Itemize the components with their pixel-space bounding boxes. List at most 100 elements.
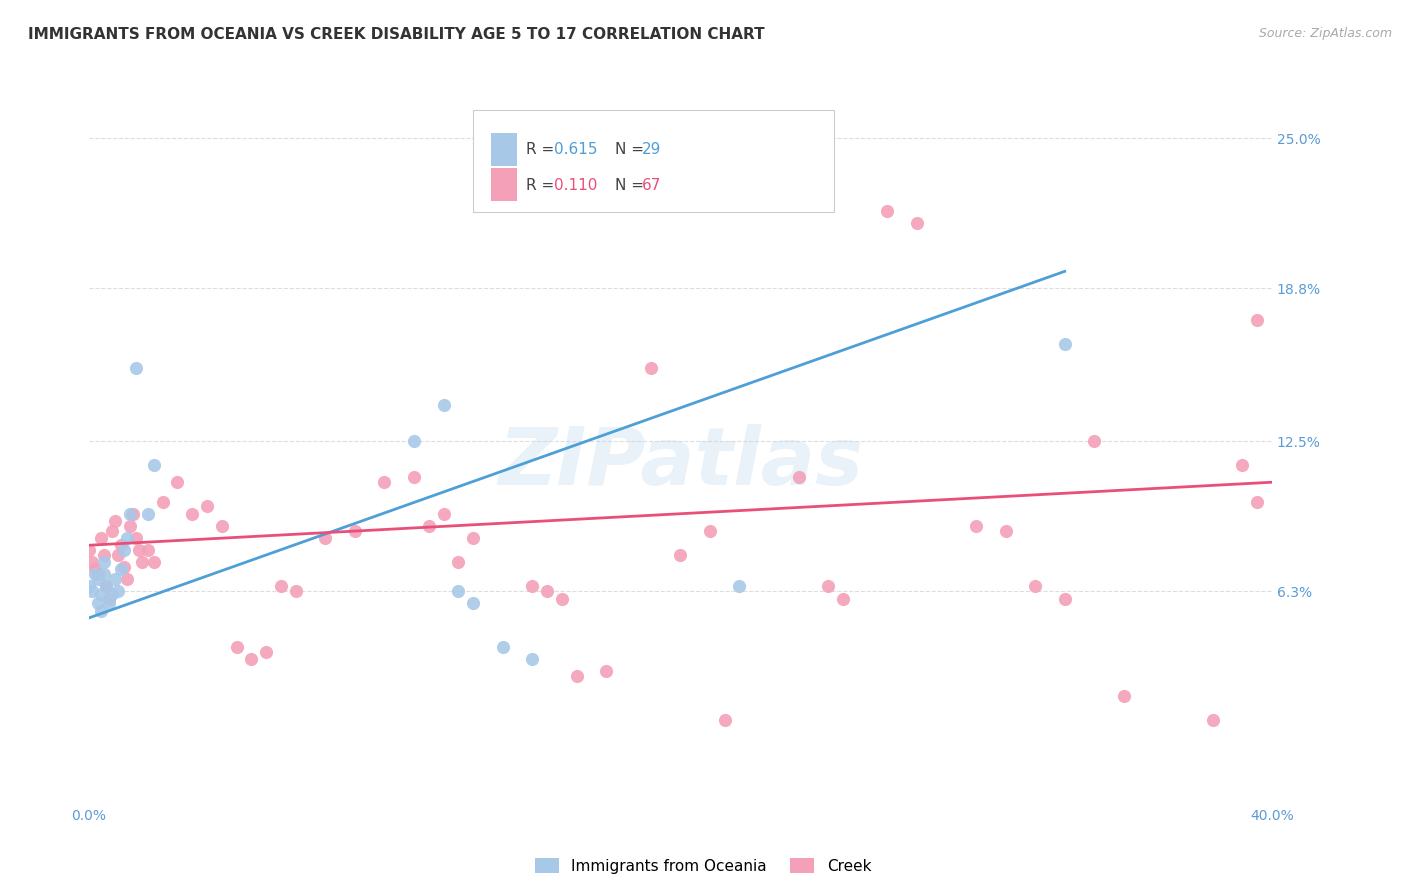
Point — [433, 398, 456, 412]
Point — [142, 555, 165, 569]
Point — [107, 584, 129, 599]
Text: N =: N = — [616, 178, 650, 193]
Legend: Immigrants from Oceania, Creek: Immigrants from Oceania, Creek — [529, 852, 877, 880]
Point — [77, 543, 100, 558]
Point — [152, 494, 174, 508]
Point — [254, 645, 277, 659]
Bar — [491, 169, 517, 201]
Point — [93, 555, 115, 569]
Text: 67: 67 — [643, 178, 662, 193]
Point — [728, 579, 751, 593]
Point — [831, 591, 853, 606]
Point — [115, 572, 138, 586]
Point — [314, 531, 336, 545]
Point — [112, 543, 135, 558]
Point — [181, 507, 204, 521]
Point — [122, 507, 145, 521]
Point — [136, 507, 159, 521]
Point — [80, 584, 103, 599]
Point — [447, 555, 470, 569]
Point — [166, 475, 188, 490]
Point — [595, 665, 617, 679]
Point — [80, 555, 103, 569]
Point — [86, 596, 108, 610]
Point — [77, 579, 100, 593]
Point — [669, 548, 692, 562]
Point — [463, 596, 485, 610]
Text: R =: R = — [526, 142, 560, 157]
Point — [83, 567, 105, 582]
Point — [433, 507, 456, 521]
Point — [284, 584, 307, 599]
Point — [90, 587, 112, 601]
Point — [536, 584, 558, 599]
Point — [112, 560, 135, 574]
Point — [136, 543, 159, 558]
Point — [142, 458, 165, 473]
Point — [343, 524, 366, 538]
Point — [447, 584, 470, 599]
Point — [96, 579, 118, 593]
Point — [965, 519, 987, 533]
Point — [1053, 591, 1076, 606]
Point — [211, 519, 233, 533]
Point — [104, 572, 127, 586]
Point — [225, 640, 247, 654]
Point — [98, 596, 121, 610]
Point — [1112, 689, 1135, 703]
Point — [402, 470, 425, 484]
Point — [90, 531, 112, 545]
Point — [787, 470, 810, 484]
Point — [640, 361, 662, 376]
Point — [104, 514, 127, 528]
Point — [195, 500, 218, 514]
Point — [125, 531, 148, 545]
Text: ZIPatlas: ZIPatlas — [498, 424, 863, 502]
Point — [98, 591, 121, 606]
Point — [522, 579, 544, 593]
Point — [713, 713, 735, 727]
Point — [115, 531, 138, 545]
FancyBboxPatch shape — [474, 111, 834, 212]
Point — [373, 475, 395, 490]
Point — [131, 555, 153, 569]
Point — [418, 519, 440, 533]
Text: 0.615: 0.615 — [554, 142, 598, 157]
Point — [1246, 313, 1268, 327]
Point — [551, 591, 574, 606]
Point — [876, 203, 898, 218]
Bar — [491, 134, 517, 166]
Point — [270, 579, 292, 593]
Point — [463, 531, 485, 545]
Point — [699, 524, 721, 538]
Point — [1246, 494, 1268, 508]
Point — [86, 567, 108, 582]
Point — [1024, 579, 1046, 593]
Point — [107, 548, 129, 562]
Text: IMMIGRANTS FROM OCEANIA VS CREEK DISABILITY AGE 5 TO 17 CORRELATION CHART: IMMIGRANTS FROM OCEANIA VS CREEK DISABIL… — [28, 27, 765, 42]
Point — [93, 548, 115, 562]
Point — [96, 579, 118, 593]
Point — [240, 652, 263, 666]
Text: 0.110: 0.110 — [554, 178, 598, 193]
Point — [905, 216, 928, 230]
Point — [817, 579, 839, 593]
Point — [125, 361, 148, 376]
Point — [522, 652, 544, 666]
Point — [1083, 434, 1105, 448]
Text: Source: ZipAtlas.com: Source: ZipAtlas.com — [1258, 27, 1392, 40]
Text: R =: R = — [526, 178, 560, 193]
Point — [994, 524, 1017, 538]
Point — [492, 640, 515, 654]
Point — [402, 434, 425, 448]
Point — [128, 543, 150, 558]
Point — [86, 572, 108, 586]
Point — [120, 507, 142, 521]
Point — [1201, 713, 1223, 727]
Point — [1053, 337, 1076, 351]
Point — [120, 519, 142, 533]
Point — [101, 524, 124, 538]
Point — [565, 669, 588, 683]
Text: 29: 29 — [643, 142, 662, 157]
Point — [90, 604, 112, 618]
